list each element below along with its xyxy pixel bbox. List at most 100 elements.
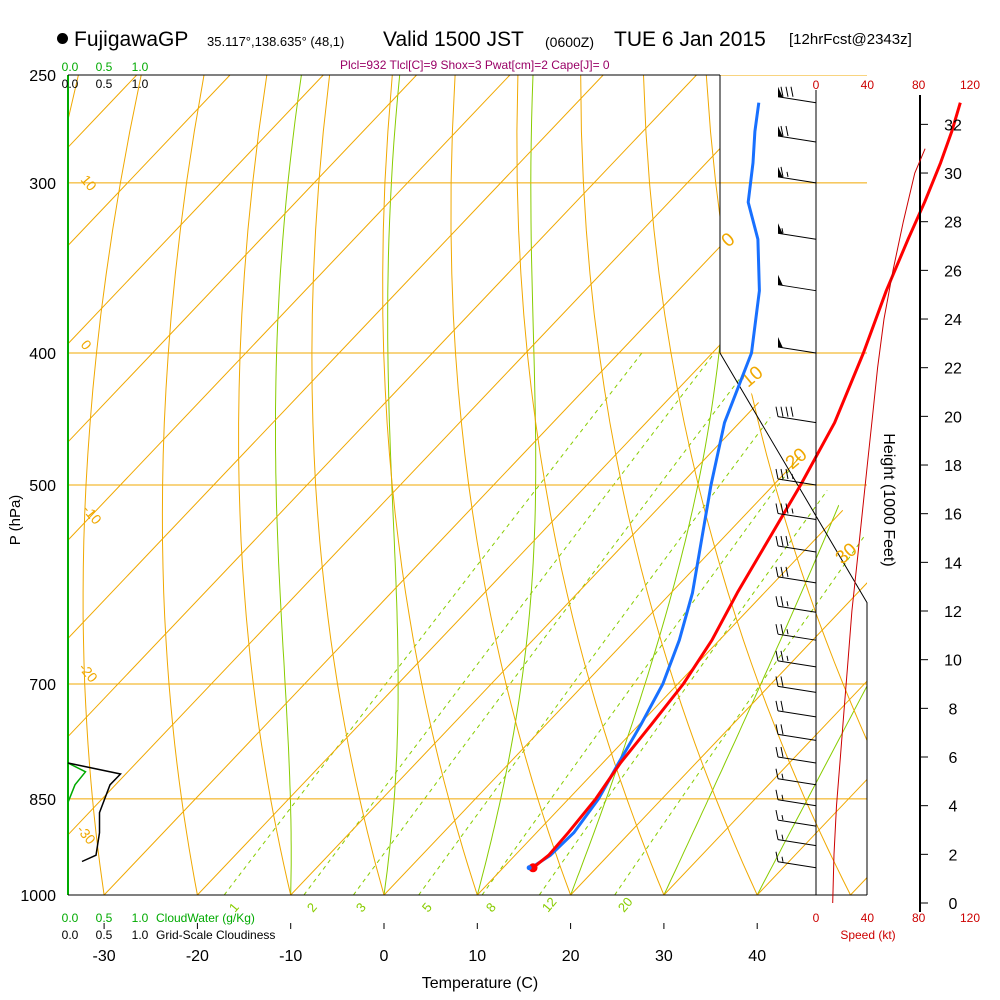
wind-barb [775, 406, 817, 424]
wind-barb-flag [778, 223, 783, 235]
wind-barb-staff [777, 232, 817, 240]
wind-barb-half [791, 473, 794, 480]
wind-barb-half [781, 814, 784, 821]
wind-barb-half [791, 508, 794, 514]
wind-barb-full [775, 829, 779, 840]
valid-zulu: (0600Z) [545, 34, 595, 50]
wind-barb [777, 337, 817, 354]
wind-barb-half [781, 856, 784, 862]
wind-barb [775, 851, 817, 869]
wind-barb-staff [777, 839, 817, 847]
wind-barb-full [775, 851, 779, 862]
wind-barb-full [785, 86, 789, 97]
cloudiness-tick-bottom: 0.5 [96, 928, 113, 942]
cloudwater-tick-top: 0.5 [96, 60, 113, 74]
wind-barb-full [775, 503, 779, 514]
cloudwater-profile [67, 762, 87, 803]
wind-barb-staff [777, 799, 817, 807]
temperature-line [532, 102, 962, 869]
wind-barb-staff [777, 346, 817, 354]
dry-adiabat [382, 75, 478, 895]
height-tick-label: 32 [944, 117, 962, 134]
background-lines [68, 75, 1000, 895]
cloudwater-tick-top: 1.0 [132, 60, 149, 74]
pressure-tick-label: 500 [29, 478, 56, 495]
mixing-ratio-line [538, 352, 867, 895]
wind-barb-half [781, 773, 784, 779]
height-tick-label: 2 [949, 847, 958, 864]
wind-barb-staff [777, 96, 817, 104]
wind-barb [775, 789, 817, 807]
isotherm [663, 75, 867, 895]
wind-barb-staff [777, 605, 817, 613]
speed-tick-top: 120 [960, 78, 980, 92]
cloudiness-tick-bottom: 1.0 [132, 928, 149, 942]
surface-dewpoint-marker [526, 865, 532, 871]
x-tick-label: 40 [748, 948, 766, 965]
wind-barb [775, 829, 817, 847]
height-tick-label: 16 [944, 507, 962, 524]
wind-barb-flag [778, 86, 783, 98]
height-tick-label: 20 [944, 409, 962, 426]
height-tick-label: 8 [949, 701, 958, 718]
speed-tick-bottom: 40 [861, 911, 875, 925]
dry-adiabat [516, 75, 665, 895]
mixing-ratio-line [223, 352, 643, 895]
dry-adiabat [311, 75, 385, 895]
wind-barb-full [780, 86, 784, 97]
mixing-ratio-label: 8 [483, 900, 499, 915]
mixing-ratio-label: 2 [304, 900, 320, 915]
dry-adiabat-label: 10 [78, 172, 100, 194]
isotherm [68, 75, 417, 895]
wind-barb-staff [777, 819, 817, 827]
wind-barb-staff [777, 756, 817, 764]
wind-barb-staff [777, 660, 817, 668]
wind-barb-staff [777, 135, 817, 143]
wind-barb-full [780, 596, 784, 607]
height-tick-label: 18 [944, 458, 962, 475]
speed-tick-bottom: 0 [813, 911, 820, 925]
stability-indices: Plcl=932 Tlcl[C]=9 Shox=3 Pwat[cm]=2 Cap… [340, 58, 610, 72]
dry-adiabat [238, 75, 292, 895]
wind-barb-flag [778, 166, 783, 178]
wind-barb-full [780, 724, 784, 735]
height-tick-label: 22 [944, 361, 962, 378]
wind-barb-full [775, 406, 779, 417]
moist-adiabat [756, 75, 867, 895]
wind-barb-full [775, 700, 779, 711]
wind-barb [775, 503, 817, 520]
wind-barb-flag [778, 274, 783, 286]
wind-barb-staff [777, 176, 817, 184]
pressure-tick-label: 850 [29, 792, 56, 809]
cloudiness-profile [67, 762, 122, 863]
wind-barb-half [781, 834, 784, 840]
wind-barb-full [790, 86, 794, 97]
wind-barb-full [775, 768, 779, 779]
wind-barb-full [780, 746, 784, 758]
dry-adiabat [161, 75, 205, 895]
wind-barb-staff [777, 861, 817, 869]
dry-adiabat [580, 75, 758, 895]
wind-barb-full [780, 406, 784, 417]
wind-barb-flag [778, 126, 783, 138]
height-tick-label: 24 [944, 312, 962, 329]
wind-barb-staff [777, 685, 817, 693]
isotherm [944, 75, 1000, 895]
wind-barb [775, 468, 817, 486]
wind-barb-staff [777, 284, 817, 292]
wind-barb [777, 125, 817, 143]
height-tick-label: 30 [944, 166, 962, 183]
wind-barb-half [786, 655, 789, 661]
pressure-tick-label: 700 [29, 677, 56, 694]
height-tick-label: 6 [949, 750, 958, 767]
cloudwater-tick-bottom: 0.0 [62, 911, 79, 925]
cloudiness-tick-top: 0.0 [62, 77, 79, 91]
wind-barb [777, 274, 817, 292]
wind-barb-full [775, 650, 779, 661]
wind-barb-full [780, 624, 784, 635]
cloudwater-axis-label: CloudWater (g/Kg) [156, 911, 255, 925]
wind-barb-full [785, 503, 789, 514]
wind-barb [775, 809, 817, 827]
wind-barb-half [781, 794, 784, 800]
